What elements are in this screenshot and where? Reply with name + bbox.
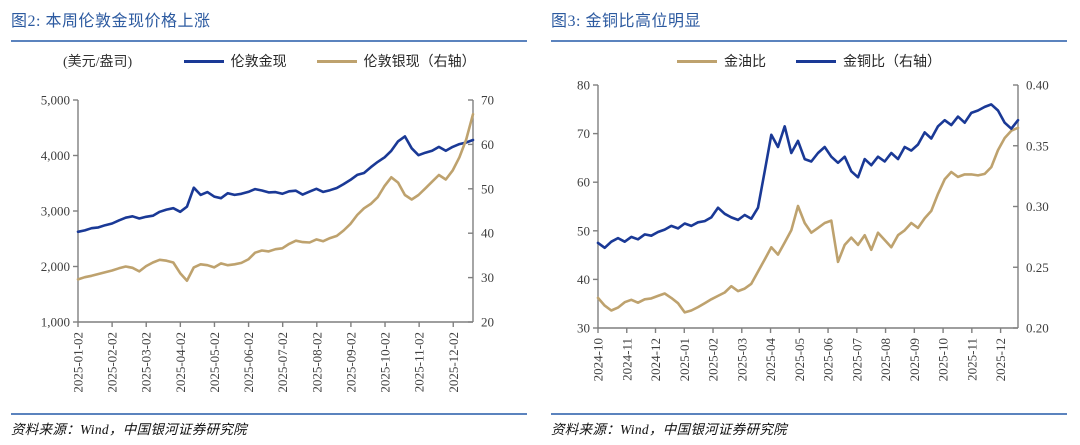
legend-label: 伦敦金现: [230, 55, 287, 70]
x-axis-label: 2025-02: [706, 338, 721, 381]
legend-item-gold: 伦敦金现: [183, 51, 287, 71]
right-axis-label: 0.35: [1026, 138, 1049, 153]
left-axis-label: 80: [577, 78, 590, 93]
right-axis-label: 40: [481, 226, 494, 241]
x-axis-label: 2025-01-02: [71, 332, 86, 393]
x-axis-label: 2025-11: [964, 338, 979, 381]
left-axis-label: 50: [577, 223, 590, 238]
x-axis-label: 2025-07: [849, 338, 864, 382]
x-axis-label: 2025-05: [792, 338, 807, 381]
line-chart-gold-ratios: 30 40 50 60 70 80 0.20 0.25 0.30 0.35 0.40 2024-10 2…: [577, 78, 1049, 382]
left-axis-label: 3,000: [41, 204, 70, 219]
x-axis-label: 2025-06: [821, 338, 836, 382]
x-axis-label: 2025-08: [878, 338, 893, 381]
left-axis-label: 70: [577, 126, 590, 141]
legend-row: (美元/盎司) 伦敦金现 伦敦银现（右轴）: [11, 49, 527, 73]
left-axis-label: 1,000: [41, 315, 70, 330]
right-axis-label: 0.30: [1026, 199, 1049, 214]
legend-item-gold-copper: 金铜比（右轴）: [796, 51, 941, 71]
x-axis-label: 2025-11-02: [412, 332, 427, 392]
right-axis-label: 0.40: [1026, 78, 1049, 93]
x-axis-label: 2025-12: [993, 338, 1008, 381]
left-axis-label: 2,000: [41, 259, 70, 274]
left-axis-label: 40: [577, 272, 590, 287]
x-axis-label: 2025-12-02: [446, 332, 461, 393]
source-divider: [11, 413, 527, 415]
legend: 金油比 金铜比（右轴）: [551, 51, 1067, 71]
x-axis-label: 2025-01: [677, 338, 692, 381]
x-axis-label: 2025-10-02: [378, 332, 393, 393]
legend-row: 金油比 金铜比（右轴）: [551, 49, 1067, 73]
panel-gold-ratios: 图3: 金铜比高位明显 金油比 金铜比（右轴） 30 40 50 60 70 80 0.20…: [540, 0, 1080, 445]
right-axis-label: 60: [481, 137, 494, 152]
source-note: 资料来源：Wind，中国银河证券研究院: [11, 422, 247, 437]
right-axis-label: 0.20: [1026, 321, 1049, 336]
x-axis-label: 2025-03: [734, 338, 749, 381]
gold-oil-line-swatch-icon: [677, 59, 717, 63]
x-axis-label: 2025-08-02: [309, 332, 324, 393]
gold-copper-line-swatch-icon: [796, 59, 836, 63]
title-divider: [551, 40, 1067, 42]
series-line-0: [76, 135, 475, 234]
gold-line-swatch-icon: [183, 59, 224, 63]
x-axis-label: 2025-05-02: [207, 332, 222, 393]
x-axis-label: 2025-06-02: [241, 332, 256, 393]
x-axis-label: 2025-09: [907, 338, 922, 381]
legend: 伦敦金现 伦敦银现（右轴）: [132, 51, 527, 71]
x-axis-label: 2024-12: [648, 338, 663, 381]
legend-label: 金铜比（右轴）: [843, 55, 941, 70]
right-axis-label: 30: [481, 270, 494, 285]
x-axis-label: 2024-11: [619, 338, 634, 381]
x-axis-label: 2025-02-02: [105, 332, 120, 393]
left-axis-label: 30: [577, 321, 590, 336]
left-axis-label: 60: [577, 175, 590, 190]
legend-item-gold-oil: 金油比: [677, 51, 766, 71]
x-axis-label: 2025-07-02: [275, 332, 290, 393]
right-axis-label: 20: [481, 315, 494, 330]
x-axis-label: 2025-09-02: [343, 332, 358, 393]
source-note: 资料来源：Wind，中国银河证券研究院: [551, 422, 787, 437]
x-axis-label: 2025-04-02: [173, 332, 188, 393]
legend-label: 金油比: [724, 55, 766, 70]
x-axis-label: 2024-10: [591, 338, 606, 381]
panel-london-gold: 图2: 本周伦敦金现价格上涨 (美元/盎司) 伦敦金现 伦敦银现（右轴） 1,0…: [11, 13, 527, 437]
x-axis-label: 2025-03-02: [139, 332, 154, 393]
legend-label: 伦敦银现（右轴）: [363, 55, 476, 70]
line-chart-gold-silver: 1,000 2,000 3,000 4,000 5,000 20 30 40 50 60 70 202…: [41, 93, 494, 393]
silver-line-swatch-icon: [316, 59, 357, 63]
series-line-1: [76, 112, 475, 282]
left-axis-label: 4,000: [41, 148, 70, 163]
axis-unit-label: (美元/盎司): [63, 55, 133, 70]
legend-item-silver: 伦敦银现（右轴）: [316, 51, 476, 71]
right-axis-label: 0.25: [1026, 260, 1049, 275]
series-line-1: [596, 103, 1020, 250]
right-axis-label: 70: [481, 93, 494, 108]
chart-title-ratios: 图3: 金铜比高位明显: [551, 13, 701, 30]
title-divider: [11, 40, 527, 42]
source-divider: [551, 413, 1067, 415]
x-axis-label: 2025-04: [763, 338, 778, 382]
x-axis-label: 2025-10: [936, 338, 951, 381]
right-axis-label: 50: [481, 181, 494, 196]
chart-title-gold: 图2: 本周伦敦金现价格上涨: [11, 13, 211, 30]
left-axis-label: 5,000: [41, 93, 70, 108]
series-line-0: [596, 126, 1020, 314]
